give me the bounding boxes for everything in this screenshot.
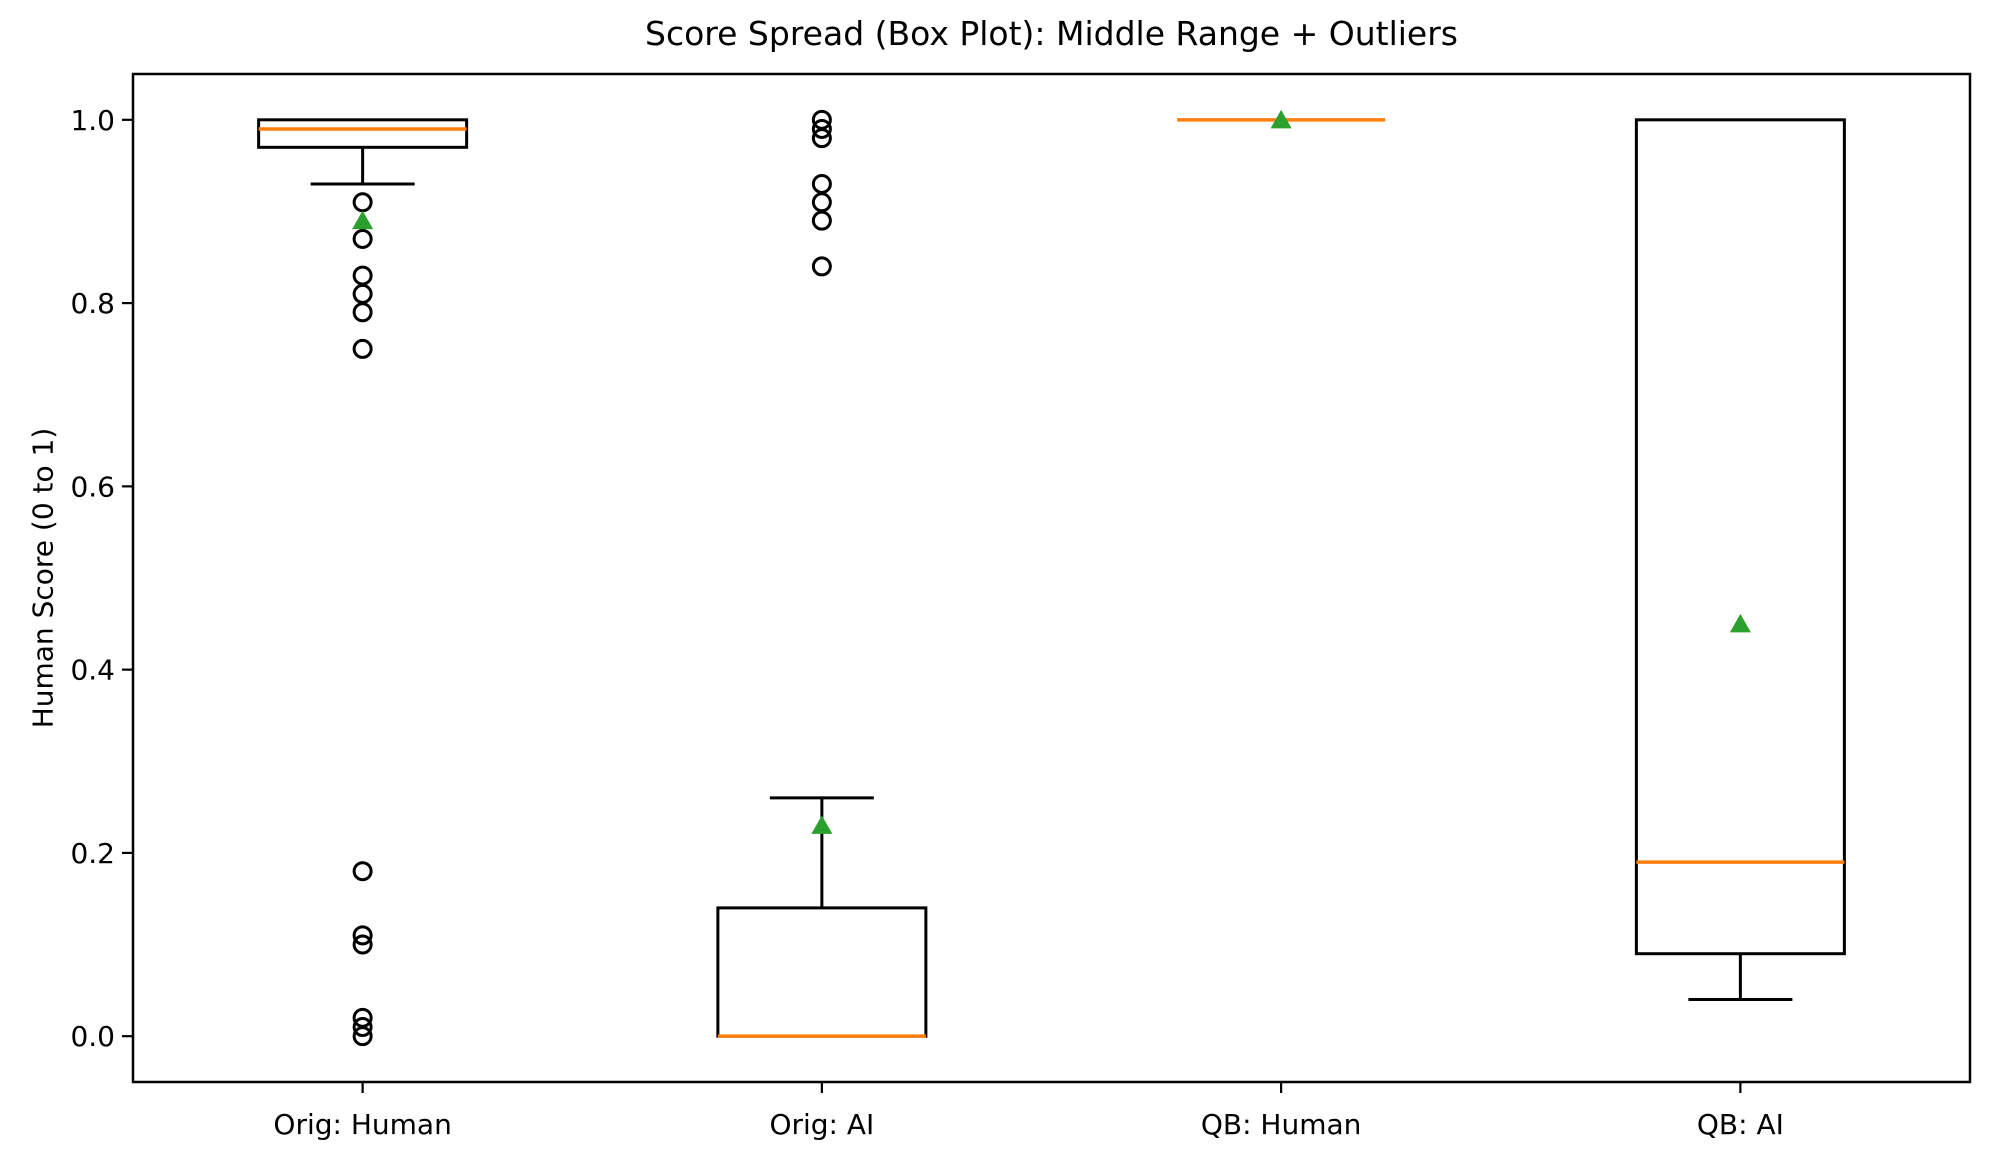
mean-marker xyxy=(352,210,374,230)
outlier-point xyxy=(352,228,373,249)
y-tick-label: 0.6 xyxy=(70,470,115,503)
x-tick-label: Orig: AI xyxy=(769,1108,874,1141)
x-tick-label: QB: Human xyxy=(1201,1108,1362,1141)
outlier-point xyxy=(352,283,373,304)
outlier-point xyxy=(352,338,373,359)
box-rect xyxy=(716,906,928,1038)
mean-marker xyxy=(1729,613,1751,633)
outlier-point xyxy=(811,173,832,194)
y-tick-label: 0.8 xyxy=(70,287,115,320)
x-tick-label: Orig: Human xyxy=(273,1108,451,1141)
y-tick-label: 0.2 xyxy=(70,837,115,870)
outlier-point xyxy=(811,256,832,277)
box-rect xyxy=(1634,118,1846,956)
outlier-point xyxy=(352,192,373,213)
y-tick-label: 1.0 xyxy=(70,104,115,137)
outlier-point xyxy=(811,210,832,231)
mean-marker xyxy=(811,815,833,834)
box-rect xyxy=(257,118,469,149)
outlier-point xyxy=(352,861,373,882)
mean-marker xyxy=(1270,109,1292,129)
outlier-point xyxy=(352,1026,373,1047)
outlier-point xyxy=(811,128,832,149)
x-tick-label: QB: AI xyxy=(1697,1108,1784,1141)
outlier-point xyxy=(352,934,373,955)
outlier-point xyxy=(352,925,373,946)
y-tick-label: 0.4 xyxy=(70,654,115,687)
chart-title: Score Spread (Box Plot): Middle Range + … xyxy=(645,14,1458,53)
outlier-point xyxy=(352,1017,373,1038)
outlier-point xyxy=(352,265,373,286)
outlier-point xyxy=(811,118,832,139)
y-tick-label: 0.0 xyxy=(70,1020,115,1053)
plot-frame xyxy=(131,72,1972,1084)
outlier-point xyxy=(811,192,832,213)
outlier-point xyxy=(352,302,373,323)
